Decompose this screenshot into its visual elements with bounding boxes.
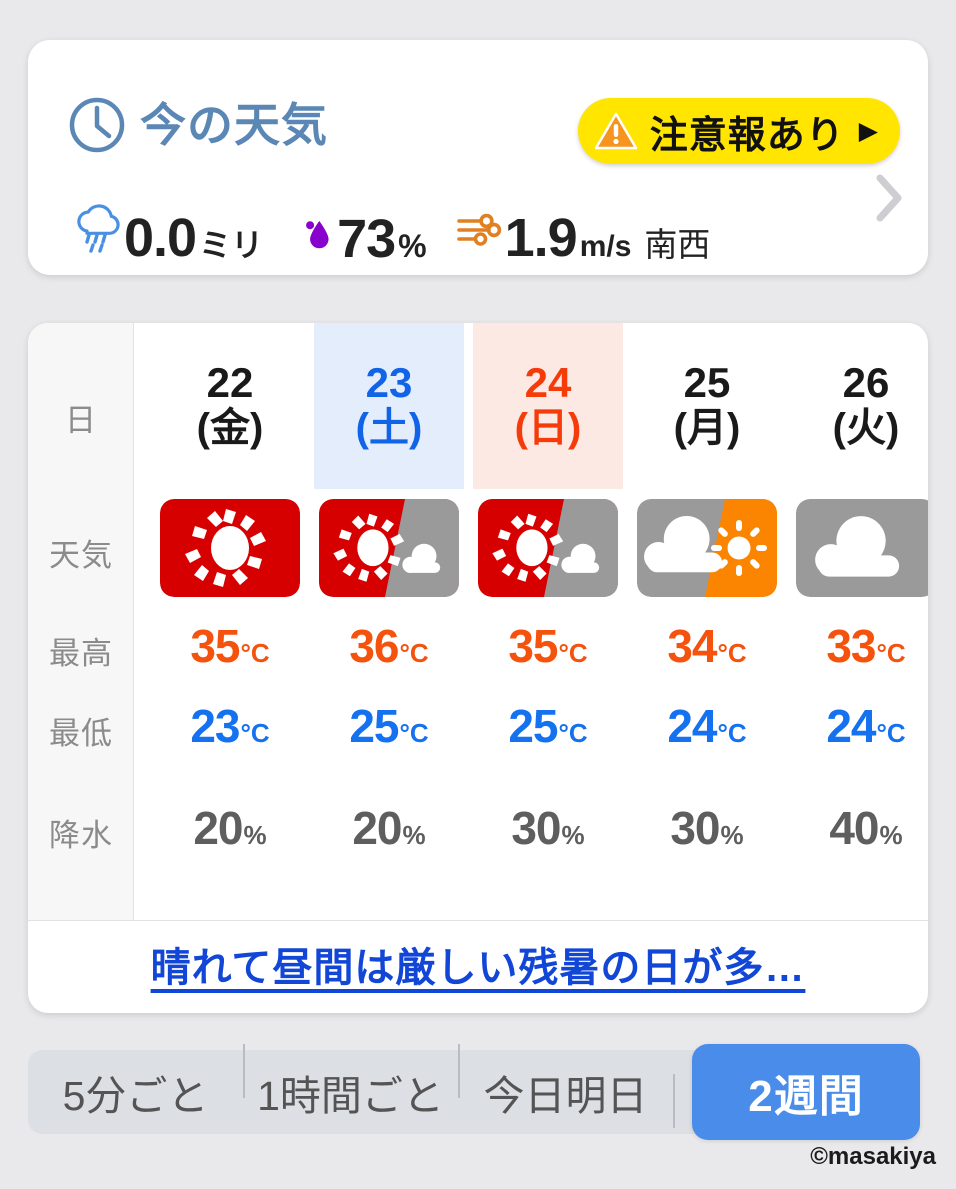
- clock-icon: [68, 96, 126, 154]
- day-date: 24 (日): [514, 359, 582, 451]
- day-date: 23 (土): [355, 359, 423, 451]
- day-precip-prob: 20%: [193, 802, 267, 854]
- day-high-temp: 33°C: [826, 620, 906, 672]
- metric-wind: 1.9 m/s 南西: [453, 204, 711, 268]
- metric-rainfall: 0.0 ミリ: [72, 204, 263, 266]
- wind-value: 1.9: [504, 208, 578, 268]
- day-low-temp: 23°C: [190, 700, 270, 752]
- day-low-temp: 25°C: [349, 700, 429, 752]
- page-title: 今の天気: [140, 99, 328, 151]
- forecast-day-column[interactable]: 24 (日): [473, 323, 623, 920]
- saturday-highlight: [314, 323, 464, 489]
- day-precip-prob: 40%: [829, 802, 903, 854]
- day-precip-prob: 20%: [352, 802, 426, 854]
- wind-icon: [453, 204, 505, 261]
- forecast-table: 日 天気 最高 最低 降水 22 (金): [28, 323, 928, 920]
- day-precip-prob: 30%: [670, 802, 744, 854]
- sunny-then-cloudy-icon: [478, 499, 618, 597]
- time-range-tabs: 5分ごと 1時間ごと 今日明日 2週間: [28, 1044, 928, 1140]
- forecast-day-column[interactable]: 25 (月): [632, 323, 782, 920]
- tab-hourly[interactable]: 1時間ごと: [243, 1044, 458, 1122]
- day-date: 25 (月): [673, 359, 741, 451]
- forecast-divider: [28, 920, 928, 921]
- metric-humidity: 73 %: [297, 205, 427, 266]
- day-date: 26 (火): [832, 359, 900, 451]
- forecast-day-column[interactable]: 26 (火) 33°C: [791, 323, 928, 920]
- row-label-column: 日 天気 最高 最低 降水: [28, 323, 134, 920]
- day-low-temp: 25°C: [508, 700, 588, 752]
- alert-label: 注意報あり: [649, 114, 845, 157]
- rainfall-unit: ミリ: [199, 227, 264, 263]
- humidity-drop-icon: [297, 205, 337, 262]
- humidity-unit: %: [398, 227, 427, 264]
- day-low-temp: 24°C: [826, 700, 906, 752]
- row-label-date: 日: [65, 403, 97, 438]
- row-label-low: 最低: [49, 716, 113, 751]
- day-high-temp: 35°C: [190, 620, 270, 672]
- day-date: 22 (金): [196, 359, 264, 451]
- current-weather-card[interactable]: 今の天気 注意報あり ▶: [28, 40, 928, 275]
- sunny-then-cloudy-icon: [319, 499, 459, 597]
- day-high-temp: 36°C: [349, 620, 429, 672]
- card-header: 今の天気: [68, 96, 328, 154]
- copyright-text: ©masakiya: [810, 1143, 936, 1170]
- alert-badge[interactable]: 注意報あり ▶: [577, 98, 900, 164]
- rain-cloud-icon: [72, 204, 124, 261]
- current-metrics: 0.0 ミリ 73 %: [72, 204, 710, 266]
- cloudy-icon: [796, 499, 928, 597]
- day-high-temp: 34°C: [667, 620, 747, 672]
- cloudy-then-sunny-icon: [637, 499, 777, 597]
- forecast-day-column[interactable]: 22 (金): [155, 323, 305, 920]
- day-high-temp: 35°C: [508, 620, 588, 672]
- humidity-value: 73: [337, 208, 396, 269]
- forecast-day-column[interactable]: 23 (土): [314, 323, 464, 920]
- day-precip-prob: 30%: [511, 802, 585, 854]
- alert-arrow-icon: ▶: [858, 116, 878, 145]
- wind-direction: 南西: [644, 226, 711, 263]
- day-low-temp: 24°C: [667, 700, 747, 752]
- row-label-pop: 降水: [49, 818, 113, 853]
- wind-unit: m/s: [579, 230, 632, 263]
- row-label-weather: 天気: [49, 538, 113, 573]
- forecast-summary-link[interactable]: 晴れて昼間は厳しい残暑の日が多…: [150, 946, 806, 990]
- sunday-highlight: [473, 323, 623, 489]
- row-label-high: 最高: [49, 636, 113, 671]
- forecast-card: 日 天気 最高 最低 降水 22 (金): [28, 323, 928, 1013]
- tab-two-weeks[interactable]: 2週間: [692, 1044, 920, 1140]
- tab-5min[interactable]: 5分ごと: [62, 1073, 209, 1119]
- sunny-icon: [160, 499, 300, 597]
- tab-today-tomorrow[interactable]: 今日明日: [458, 1044, 673, 1122]
- rainfall-value: 0.0: [124, 208, 197, 268]
- warning-triangle-icon: [594, 109, 638, 153]
